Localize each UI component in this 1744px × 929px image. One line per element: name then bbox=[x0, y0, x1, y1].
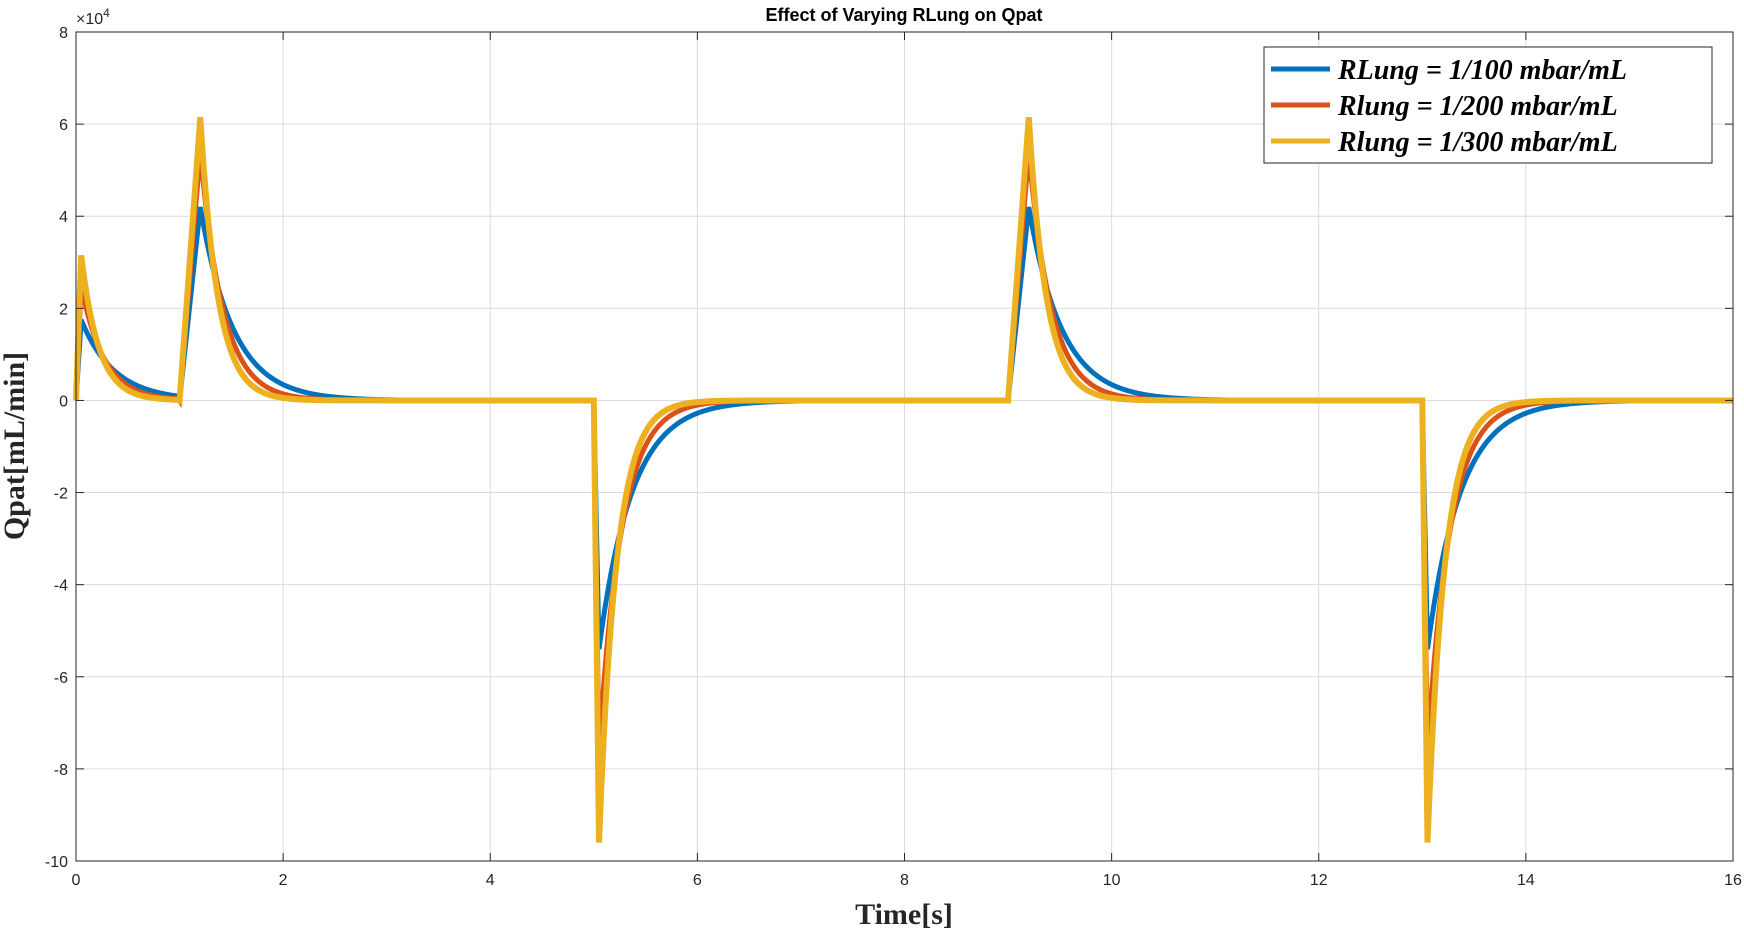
legend-box bbox=[1263, 46, 1713, 164]
x-tick-label: 8 bbox=[900, 872, 909, 889]
x-tick-label: 10 bbox=[1103, 872, 1121, 889]
x-tick-label: 14 bbox=[1517, 872, 1535, 889]
x-axis-label: Time[s] bbox=[855, 898, 953, 929]
x-tick-label: 2 bbox=[279, 872, 288, 889]
series-lines bbox=[73, 116, 1733, 843]
y-tick-label: -8 bbox=[54, 762, 68, 779]
y-axis-ticks: -10 -8 -6 -4 -2 0 2 4 6 8 bbox=[45, 25, 1733, 871]
x-tick-label: 16 bbox=[1724, 872, 1742, 889]
y-tick-label: -10 bbox=[45, 854, 68, 871]
y-exponent-label: ×104 bbox=[76, 6, 110, 28]
y-exponent-power: 4 bbox=[103, 6, 110, 20]
legend-label-series-1: RLung = 1/100 mbar/mL bbox=[1337, 55, 1627, 86]
chart-title: Effect of Varying RLung on Qpat bbox=[765, 5, 1042, 25]
y-tick-label: -6 bbox=[54, 670, 68, 687]
x-tick-label: 0 bbox=[72, 872, 81, 889]
x-tick-label: 12 bbox=[1310, 872, 1328, 889]
y-tick-label: 0 bbox=[59, 393, 68, 410]
y-axis-label: Qpat[mL/min] bbox=[0, 352, 31, 540]
legend-label-series-3: Rlung = 1/300 mbar/mL bbox=[1337, 127, 1618, 158]
y-tick-label: -2 bbox=[54, 486, 68, 503]
y-tick-label: 4 bbox=[59, 209, 68, 226]
y-tick-label: 2 bbox=[59, 301, 68, 318]
legend: RLung = 1/100 mbar/mL Rlung = 1/200 mbar… bbox=[1263, 46, 1713, 164]
y-tick-label: -4 bbox=[54, 578, 68, 595]
series-line-3 bbox=[73, 116, 1733, 843]
x-tick-label: 4 bbox=[486, 872, 495, 889]
y-tick-label: 6 bbox=[59, 117, 68, 134]
legend-label-series-2: Rlung = 1/200 mbar/mL bbox=[1337, 91, 1618, 122]
x-axis-ticks: 0 2 4 6 8 10 12 14 16 bbox=[72, 32, 1742, 889]
y-tick-label: 8 bbox=[59, 25, 68, 42]
x-tick-label: 6 bbox=[693, 872, 702, 889]
